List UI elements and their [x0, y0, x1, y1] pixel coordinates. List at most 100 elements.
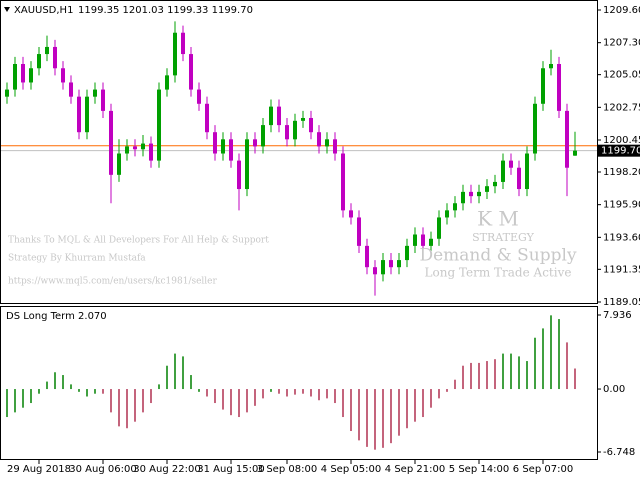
candle-body [45, 46, 49, 55]
candle-body [493, 181, 497, 187]
candle-body [517, 167, 521, 190]
x-tick-label: 4 Sep 21:00 [385, 464, 445, 475]
candle-body [373, 267, 377, 275]
candle-body [93, 89, 97, 97]
annotation: Long Term Trade Active [425, 266, 572, 280]
x-tick-label: 5 Sep 14:00 [449, 464, 509, 475]
y-tick-label: 1202.75 [603, 102, 640, 113]
candle-body [365, 245, 369, 268]
indicator-title: DS Long Term 2.070 [6, 311, 107, 322]
candle-body [61, 68, 65, 83]
y-tick-label: 0.00 [603, 384, 625, 395]
candle-body [69, 82, 73, 97]
candle-body [469, 191, 473, 197]
candle-body [461, 191, 465, 204]
candle-body [573, 150, 577, 156]
x-tick-label: 4 Sep 05:00 [321, 464, 381, 475]
price-tag [597, 144, 640, 157]
candle-body [237, 160, 241, 190]
quote: 1199.35 1201.03 1199.33 1199.70 [78, 5, 253, 16]
x-tick-label: 31 Aug 15:00 [197, 464, 264, 475]
candle-body [37, 54, 41, 69]
annotation: Strategy By Khurram Mustafa [8, 254, 146, 264]
price-tag-label: 1199.70 [601, 146, 640, 157]
y-tick-label: 1209.60 [603, 5, 640, 16]
candle-body [317, 132, 321, 147]
candle-body [253, 139, 257, 147]
y-tick-label: 1205.05 [603, 70, 640, 81]
candle-body [101, 89, 105, 111]
y-tick-label: 1193.60 [603, 232, 640, 243]
candle-body [21, 63, 25, 83]
candle-body [477, 191, 481, 197]
candle-body [13, 63, 17, 90]
candle-body [229, 139, 233, 161]
candle-body [309, 117, 313, 133]
candle-body [285, 125, 289, 140]
candle-body [565, 110, 569, 168]
candle-body [509, 160, 513, 168]
y-tick-label: 1191.35 [603, 264, 640, 275]
candle-body [125, 146, 129, 154]
candle-body [341, 153, 345, 211]
annotation: STRATEGY [472, 231, 534, 244]
indicator-panel [0, 306, 598, 460]
candle-body [77, 96, 81, 133]
x-tick-label: 30 Aug 22:00 [133, 464, 200, 475]
symbol-title: XAUUSD,H1 [14, 5, 73, 16]
candle-body [501, 160, 505, 182]
candle-body [213, 132, 217, 154]
candle-body [117, 153, 121, 175]
candle-body [141, 143, 145, 150]
x-tick-label: 30 Aug 06:00 [69, 464, 136, 475]
candle-body [205, 103, 209, 133]
candle-body [453, 203, 457, 211]
y-tick-label: -6.748 [603, 447, 635, 458]
candle-body [533, 103, 537, 154]
candle-body [421, 234, 425, 246]
candle-body [437, 217, 441, 239]
candle-body [269, 106, 273, 126]
candle-body [277, 106, 281, 126]
candle-body [349, 210, 353, 218]
candle-body [165, 75, 169, 90]
candle-body [557, 63, 561, 111]
candle-body [85, 96, 89, 133]
annotation: K M [477, 207, 519, 231]
candle-body [149, 143, 153, 161]
candle-body [197, 89, 201, 104]
x-tick-label: 3 Sep 08:00 [257, 464, 317, 475]
x-tick-label: 29 Aug 2018 [7, 464, 71, 475]
annotation: https://www.mql5.com/en/users/kc1981/sel… [8, 277, 218, 287]
candle-body [5, 89, 9, 97]
annotation: Thanks To MQL & All Developers For All H… [8, 236, 269, 246]
candle-body [189, 54, 193, 90]
candle-body [133, 146, 137, 150]
candle-body [445, 210, 449, 218]
candle-body [157, 89, 161, 161]
x-tick-label: 6 Sep 07:00 [513, 464, 573, 475]
annotation: Demand & Supply [419, 246, 577, 266]
y-tick-label: 1198.20 [603, 167, 640, 178]
candle-body [173, 32, 177, 76]
candle-body [29, 68, 33, 83]
y-tick-label: 1200.45 [603, 135, 640, 146]
candle-body [357, 217, 361, 246]
candle-body [429, 238, 433, 246]
y-tick-label: 1195.90 [603, 200, 640, 211]
menu-icon[interactable] [4, 7, 10, 12]
candle-body [53, 46, 57, 69]
candle-body [389, 260, 393, 268]
candle-body [381, 260, 385, 275]
candle-body [301, 117, 305, 121]
candle-body [293, 120, 297, 140]
candle-body [261, 125, 265, 147]
candle-body [325, 139, 329, 147]
candle-body [109, 110, 113, 175]
y-tick-label: 1207.30 [603, 38, 640, 49]
y-tick-label: 7.936 [603, 310, 632, 321]
candle-body [181, 32, 185, 55]
candle-body [485, 186, 489, 192]
